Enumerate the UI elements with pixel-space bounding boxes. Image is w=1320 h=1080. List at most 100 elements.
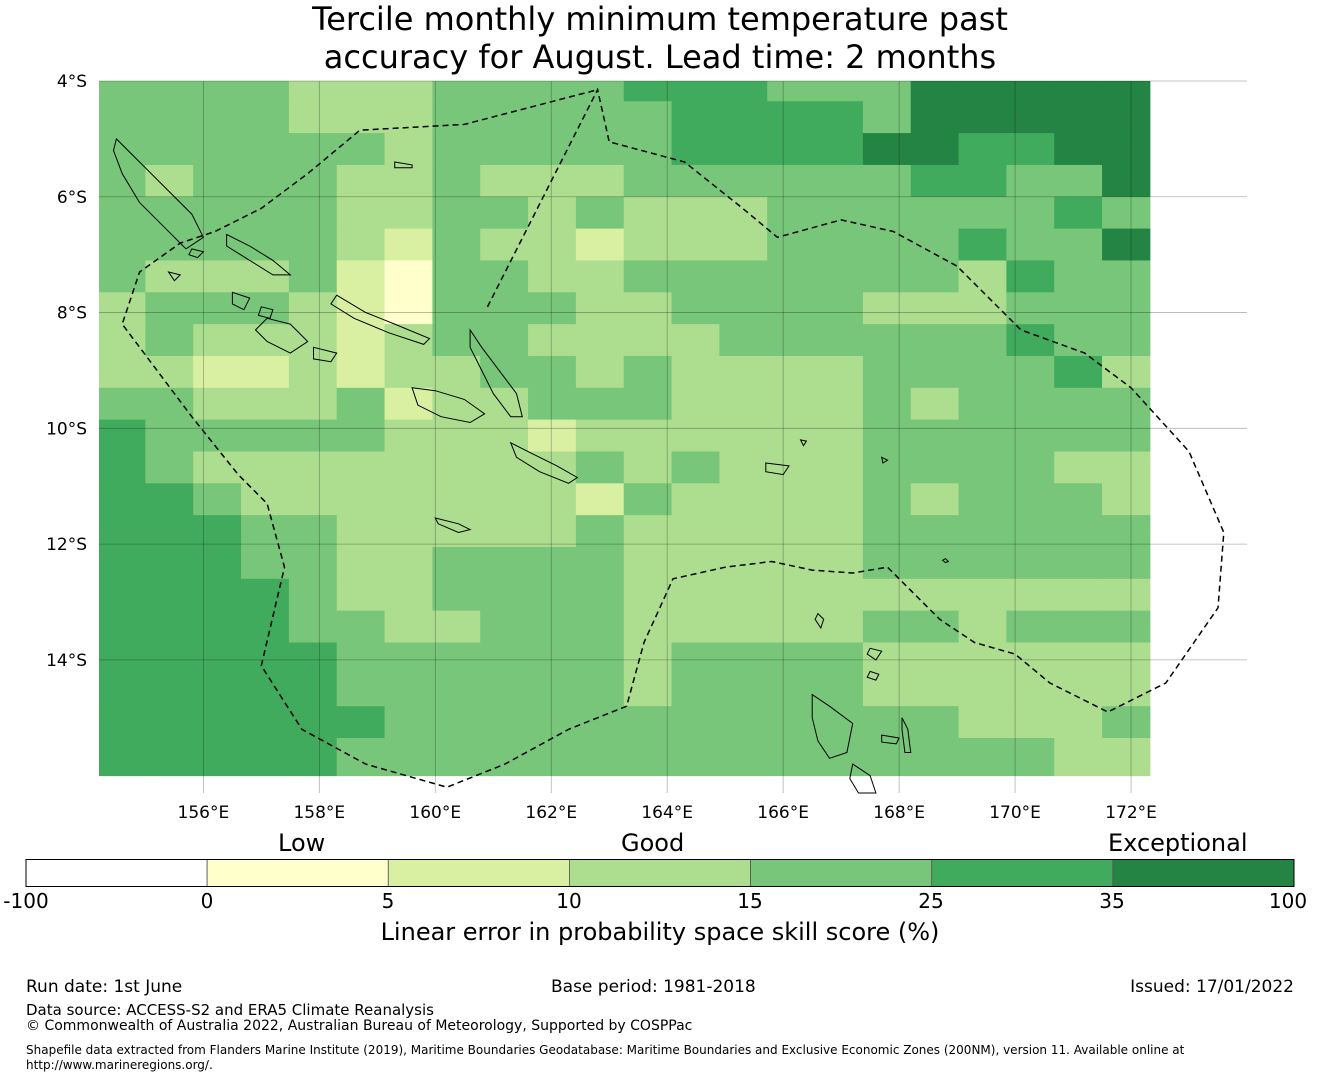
skill-cell [1102, 164, 1151, 198]
skill-cell [288, 578, 338, 612]
skill-cell [575, 515, 625, 548]
skill-cell [910, 546, 960, 580]
skill-cell [862, 483, 912, 516]
island-outline [799, 439, 808, 447]
skill-cell [671, 515, 720, 548]
skill-cell [288, 355, 338, 389]
skill-cell [480, 387, 529, 421]
skill-cell [958, 578, 1007, 612]
skill-cell [99, 196, 146, 230]
island-outline [901, 717, 912, 753]
skill-cell [528, 546, 577, 580]
skill-cell [241, 515, 290, 548]
skill-cell [99, 164, 146, 198]
skill-cell [767, 515, 816, 548]
skill-cell [1054, 674, 1103, 707]
skill-cell [1054, 515, 1103, 548]
skill-cell [815, 738, 864, 777]
skill-cell [99, 642, 146, 675]
skill-cell [767, 483, 816, 516]
skill-cell [815, 706, 864, 739]
skill-cell [1102, 324, 1151, 357]
skill-cell [815, 515, 864, 548]
skill-cell [862, 419, 912, 452]
skill-cell [671, 81, 720, 102]
skill-cell [432, 101, 481, 134]
skill-cell [623, 546, 673, 580]
skill-cell [99, 451, 146, 484]
skill-cell [1006, 292, 1055, 325]
skill-cell [145, 738, 194, 777]
skill-cell [623, 355, 673, 389]
skill-cell [384, 81, 433, 102]
skill-cell [767, 642, 816, 675]
skill-cell [623, 578, 673, 612]
skill-cell [384, 706, 433, 739]
skill-cell [336, 228, 386, 261]
island-outline [411, 387, 486, 424]
skill-cell [575, 674, 625, 707]
skill-cell [1054, 610, 1103, 643]
skill-cell [528, 164, 577, 198]
skill-cell [288, 483, 338, 516]
skill-cell [623, 292, 673, 325]
skill-cell [384, 515, 433, 548]
skill-cell [958, 81, 1007, 102]
skill-cell [910, 483, 960, 516]
run-date: Run date: 1st June [26, 977, 183, 997]
skill-cell [815, 578, 864, 612]
skill-cell [623, 706, 673, 739]
skill-cell [719, 578, 768, 612]
colorbar-header-exceptional: Exceptional [1108, 829, 1248, 857]
skill-cell [623, 451, 673, 484]
skill-cell [958, 355, 1007, 389]
skill-cell [145, 515, 194, 548]
skill-cell [767, 260, 816, 293]
skill-cell [336, 515, 386, 548]
colorbar-tick-label: 35 [1099, 889, 1125, 913]
skill-cell [99, 738, 146, 777]
skill-cell [145, 101, 194, 134]
skill-cell [241, 196, 290, 230]
island-outline [226, 233, 292, 276]
skill-cell [288, 419, 338, 452]
skill-cell [958, 483, 1007, 516]
skill-cell [336, 642, 386, 675]
skill-cell [815, 674, 864, 707]
skill-cell [1006, 101, 1055, 134]
skill-cell [815, 292, 864, 325]
skill-cell [1054, 164, 1103, 198]
skill-cell [719, 292, 768, 325]
skill-cell [193, 515, 242, 548]
skill-cell [99, 324, 146, 357]
skill-cell [528, 292, 577, 325]
skill-cell [910, 610, 960, 643]
skill-cell [145, 228, 194, 261]
skill-cell [480, 610, 529, 643]
skill-cell [336, 260, 386, 293]
longitude-tick-label: 166°E [757, 803, 809, 823]
skill-cell [1054, 419, 1103, 452]
skill-cell [1102, 228, 1151, 261]
colorbar-tick-label: 10 [556, 889, 582, 913]
map-title: Tercile monthly minimum temperature past… [0, 0, 1320, 76]
skill-cell [958, 101, 1007, 134]
longitude-labels: 156°E 158°E 160°E 162°E 164°E 166°E 168°E 170°E… [178, 803, 1157, 823]
skill-cell [910, 642, 960, 675]
skill-cell [910, 101, 960, 134]
skill-cell [815, 324, 864, 357]
skill-cell [432, 578, 481, 612]
skill-cell [145, 610, 194, 643]
skill-cell [671, 164, 720, 198]
skill-cell [193, 101, 242, 134]
skill-cell [193, 578, 242, 612]
skill-cell [575, 81, 625, 102]
skill-cell [99, 706, 146, 739]
colorbar-tick-label: -100 [3, 889, 49, 913]
skill-cell [241, 260, 290, 293]
skill-cell [910, 355, 960, 389]
skill-cell [910, 419, 960, 452]
skill-cell [528, 81, 577, 102]
skill-cell [767, 324, 816, 357]
colorbar [25, 859, 1295, 887]
